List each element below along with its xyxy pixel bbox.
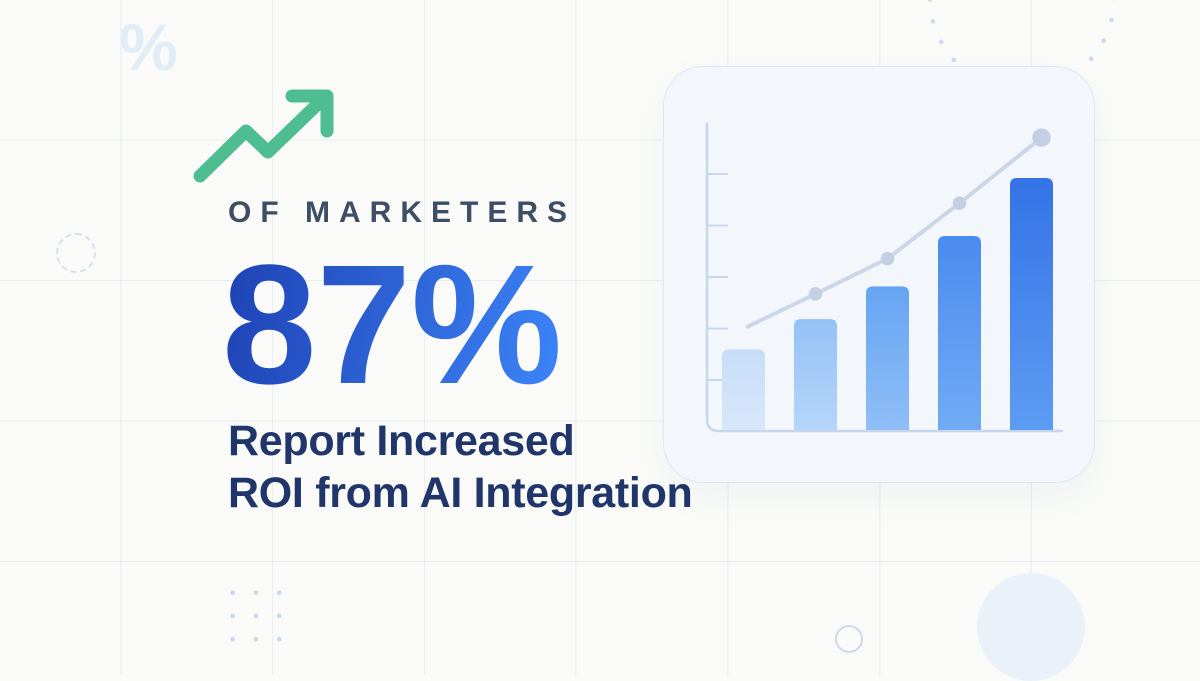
dashed-circle-icon xyxy=(56,233,96,273)
chart-bar xyxy=(721,348,765,430)
chart-bar xyxy=(1009,177,1053,430)
chart-bar xyxy=(937,235,981,430)
trending-up-icon xyxy=(193,89,334,183)
percent-watermark-icon: % xyxy=(119,10,178,84)
headline-line-2: ROI from AI Integration xyxy=(228,469,693,517)
circle-outline-icon xyxy=(835,625,863,653)
chart-bar xyxy=(865,285,909,430)
eyebrow-label: OF MARKETERS xyxy=(228,196,576,229)
trend-end-dot xyxy=(1031,127,1051,147)
dot-grid-icon xyxy=(221,581,291,651)
stat-value: 87% xyxy=(222,230,563,420)
chart-axis xyxy=(705,122,1063,432)
filled-circle-decoration xyxy=(977,573,1085,681)
headline-line-1: Report Increased xyxy=(228,417,575,465)
chart-card xyxy=(663,66,1095,483)
trend-dot xyxy=(808,286,822,301)
chart-bar xyxy=(793,318,837,430)
trend-dot xyxy=(952,195,966,210)
trend-dot xyxy=(880,251,894,265)
headline: Report Increased ROI from AI Integration xyxy=(228,415,693,519)
roi-bar-chart xyxy=(705,122,1063,432)
